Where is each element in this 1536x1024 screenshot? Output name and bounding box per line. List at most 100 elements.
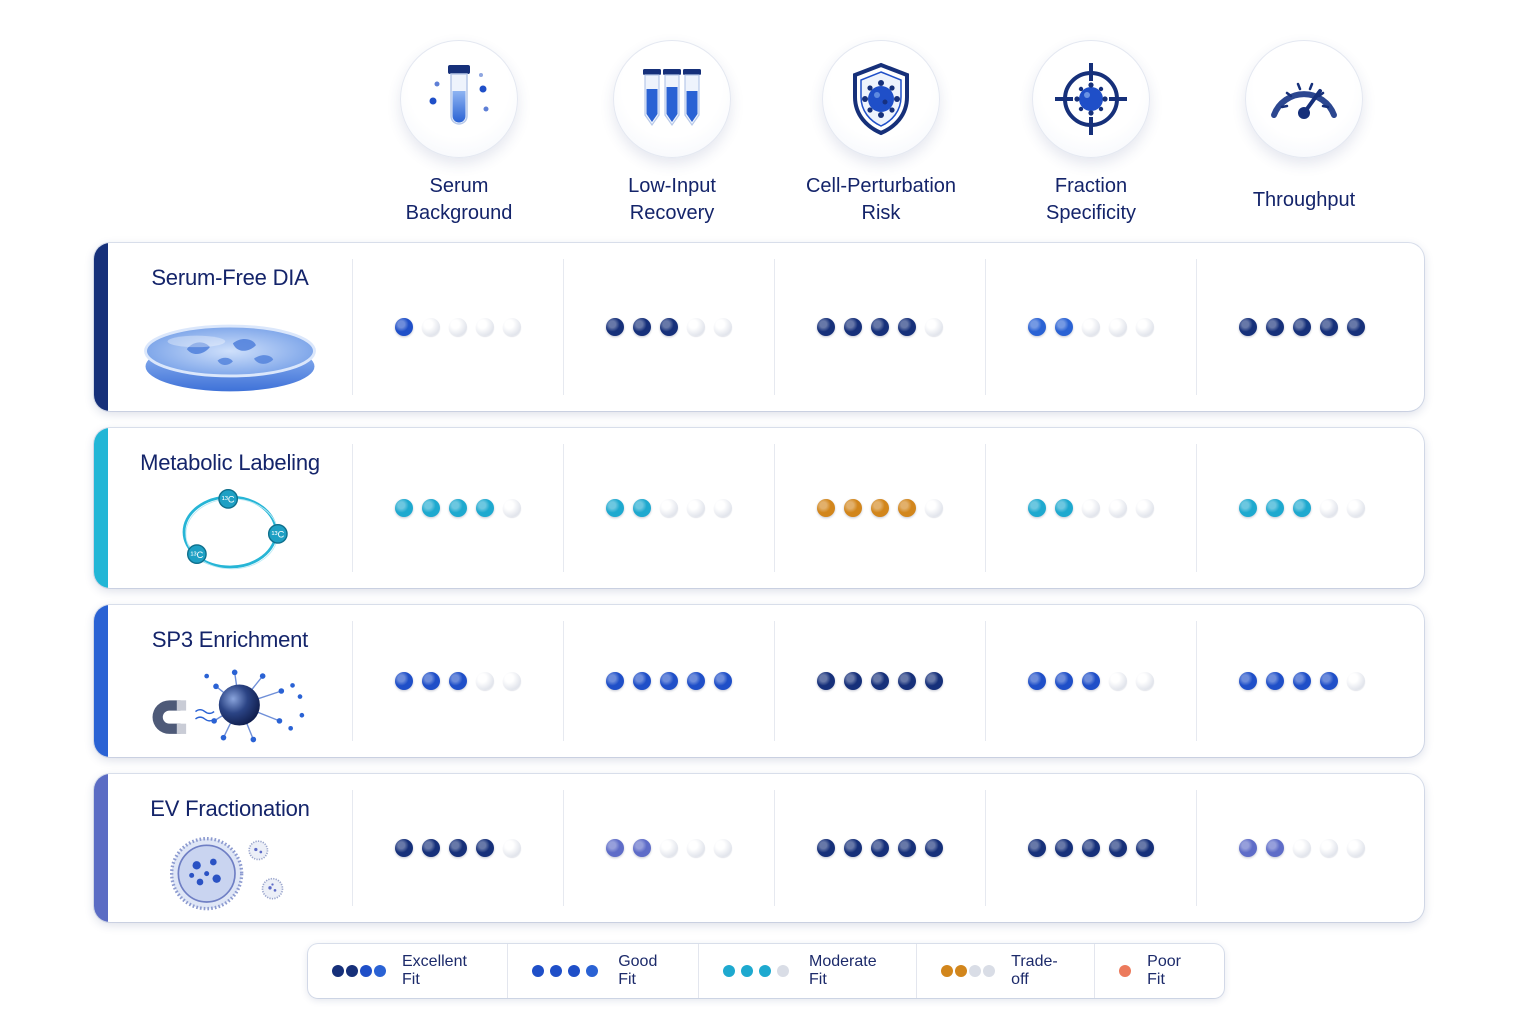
column-header-throughput: Throughput [1199,40,1409,230]
row-label-area: EV Fractionation [108,774,352,922]
rating-dot-filled [1320,672,1338,690]
legend-item-excellent-fit: Excellent Fit [308,944,509,998]
rating-dot-filled [476,499,494,517]
rating-dots [1239,839,1365,857]
rating-cell [774,790,985,906]
rating-dot-filled [422,499,440,517]
rating-cell [1196,259,1407,395]
rating-cell [774,259,985,395]
column-label: Fraction Specificity [1045,175,1137,224]
rating-cell [985,259,1196,395]
crosshair-target-icon [1032,40,1150,158]
legend-item-moderate-fit: Moderate Fit [699,944,918,998]
row-title: Metabolic Labeling [140,450,320,475]
rating-dot-empty [687,318,705,336]
rating-dots [395,672,521,690]
rating-dot-filled [844,839,862,857]
rating-dot-filled [1028,499,1046,517]
rating-dot-empty [503,672,521,690]
rating-dot-empty [687,839,705,857]
rating-dot-filled [817,318,835,336]
rating-dot-filled [395,499,413,517]
rating-dot-filled [817,672,835,690]
svg-text:¹³C: ¹³C [190,550,203,560]
rating-dot-empty [1109,672,1127,690]
legend-dot [360,965,372,977]
rating-dot-filled [871,839,889,857]
column-header-low-input-recovery: Low-Input Recovery [567,40,777,230]
rating-dot-filled [898,839,916,857]
rating-dot-filled [1055,672,1073,690]
row-sp3-enrichment: SP3 Enrichment [94,605,1424,757]
magnetic-bead-icon [128,663,332,747]
legend-dot [1119,965,1132,977]
rating-dot-empty [714,839,732,857]
svg-text:¹³C: ¹³C [271,530,284,540]
column-header-cell-perturbation-risk: Cell-Perturbation Risk [776,40,986,230]
rating-dot-filled [925,839,943,857]
rating-dot-empty [1136,318,1154,336]
legend-swatch [332,965,388,977]
rating-dot-empty [1082,318,1100,336]
legend-dot [941,965,954,977]
legend-dot [969,965,982,977]
rating-dot-empty [476,318,494,336]
rating-dot-filled [844,499,862,517]
rating-dots [817,318,943,336]
rating-dot-filled [660,318,678,336]
rating-cell [1196,444,1407,572]
rating-dot-filled [1266,672,1284,690]
rating-dots [1028,672,1154,690]
legend-dot [955,965,968,977]
rating-dot-filled [1055,499,1073,517]
rating-dots [606,839,732,857]
rating-dot-empty [503,839,521,857]
legend-dot [568,965,581,977]
rating-dot-empty [687,499,705,517]
shield-cell-icon [822,40,940,158]
column-label: Serum Background [405,175,513,224]
rating-dot-filled [633,839,651,857]
column-header-fraction-specificity: Fraction Specificity [986,40,1196,230]
row-accent-bar [94,605,108,757]
rating-dot-empty [1320,839,1338,857]
legend-dot [723,965,735,977]
rating-dot-empty [503,318,521,336]
row-title: EV Fractionation [150,796,310,821]
column-label: Cell-Perturbation Risk [805,175,957,224]
rating-dot-filled [1082,839,1100,857]
rating-cell [985,621,1196,741]
rating-dots [817,672,943,690]
legend-item-good-fit: Good Fit [508,944,699,998]
rating-dot-empty [1109,499,1127,517]
rating-dots [606,672,732,690]
rating-cell [352,444,563,572]
speedometer-gauge-icon [1245,40,1363,158]
rating-dot-filled [633,499,651,517]
legend-label: Excellent Fit [402,953,467,988]
row-title: Serum-Free DIA [151,265,309,290]
rating-dot-filled [1028,672,1046,690]
rating-dot-empty [422,318,440,336]
rating-dot-filled [606,672,624,690]
rating-dot-filled [1293,499,1311,517]
legend-dot [777,965,789,977]
rating-dot-empty [1082,499,1100,517]
rating-dot-empty [1136,672,1154,690]
rating-dot-filled [1293,318,1311,336]
rating-dots [395,839,521,857]
rating-dot-filled [660,672,678,690]
rating-dot-filled [395,672,413,690]
rating-dot-filled [898,499,916,517]
legend-dot [346,965,358,977]
rating-dot-filled [1082,672,1100,690]
rating-dot-empty [714,499,732,517]
petri-dish-icon [128,301,332,401]
rating-dot-filled [1239,499,1257,517]
rating-dots [817,839,943,857]
row-metabolic-labeling: Metabolic Labeling ¹³C ¹³C ¹³C [94,428,1424,588]
rating-dot-empty [503,499,521,517]
rating-dot-filled [871,672,889,690]
legend: Excellent Fit Good Fit Moderate Fit Trad… [308,944,1224,998]
rating-dots [1239,318,1365,336]
